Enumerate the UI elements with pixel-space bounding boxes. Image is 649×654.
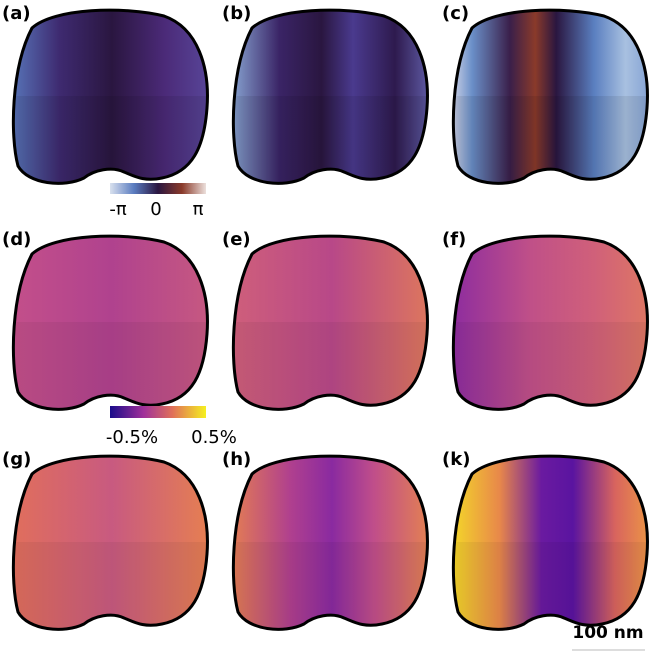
panel-label: (a) — [2, 3, 31, 24]
panel-label: (f) — [442, 229, 466, 250]
panels: (a) (b) (c) (d) (e) (f) (g) (h) (k) — [2, 1, 649, 637]
scale-bar-label: 100 nm — [572, 623, 643, 643]
panel: (f) — [442, 227, 649, 417]
map-shade — [7, 96, 217, 191]
map — [447, 447, 649, 637]
figure: (a) (b) (c) (d) (e) (f) (g) (h) (k) -π 0 π -0.5%… — [0, 0, 649, 654]
strain-colorbar — [110, 406, 206, 418]
panel: (g) — [2, 447, 217, 637]
phase-colorbar — [110, 183, 206, 194]
panel-label: (g) — [2, 449, 31, 470]
panel: (a) — [2, 1, 217, 191]
map-shade — [227, 96, 437, 191]
panel: (b) — [222, 1, 437, 191]
panel: (d) — [2, 227, 217, 417]
map-shade — [227, 322, 437, 417]
map-shade — [447, 322, 649, 417]
colorbar-label: -π — [109, 199, 126, 220]
panel: (h) — [222, 447, 437, 637]
map-shade — [447, 96, 649, 191]
panel-label: (b) — [222, 3, 251, 24]
colorbar-label: -0.5% — [106, 427, 158, 448]
map-shade — [227, 542, 437, 637]
panel-label: (k) — [442, 449, 470, 470]
map — [447, 227, 649, 417]
map-shade — [7, 322, 217, 417]
colorbar-label: π — [193, 199, 204, 220]
panel-label: (e) — [222, 229, 251, 250]
panel: (e) — [222, 227, 437, 417]
panel: (c) — [442, 1, 649, 191]
colorbar-label: 0 — [150, 199, 161, 220]
panel-label: (d) — [2, 229, 31, 250]
colorbar-label: 0.5% — [191, 427, 237, 448]
map-shade — [7, 542, 217, 637]
panel-label: (c) — [442, 3, 469, 24]
panel-label: (h) — [222, 449, 251, 470]
panel: (k) — [442, 447, 649, 637]
map — [447, 1, 649, 191]
